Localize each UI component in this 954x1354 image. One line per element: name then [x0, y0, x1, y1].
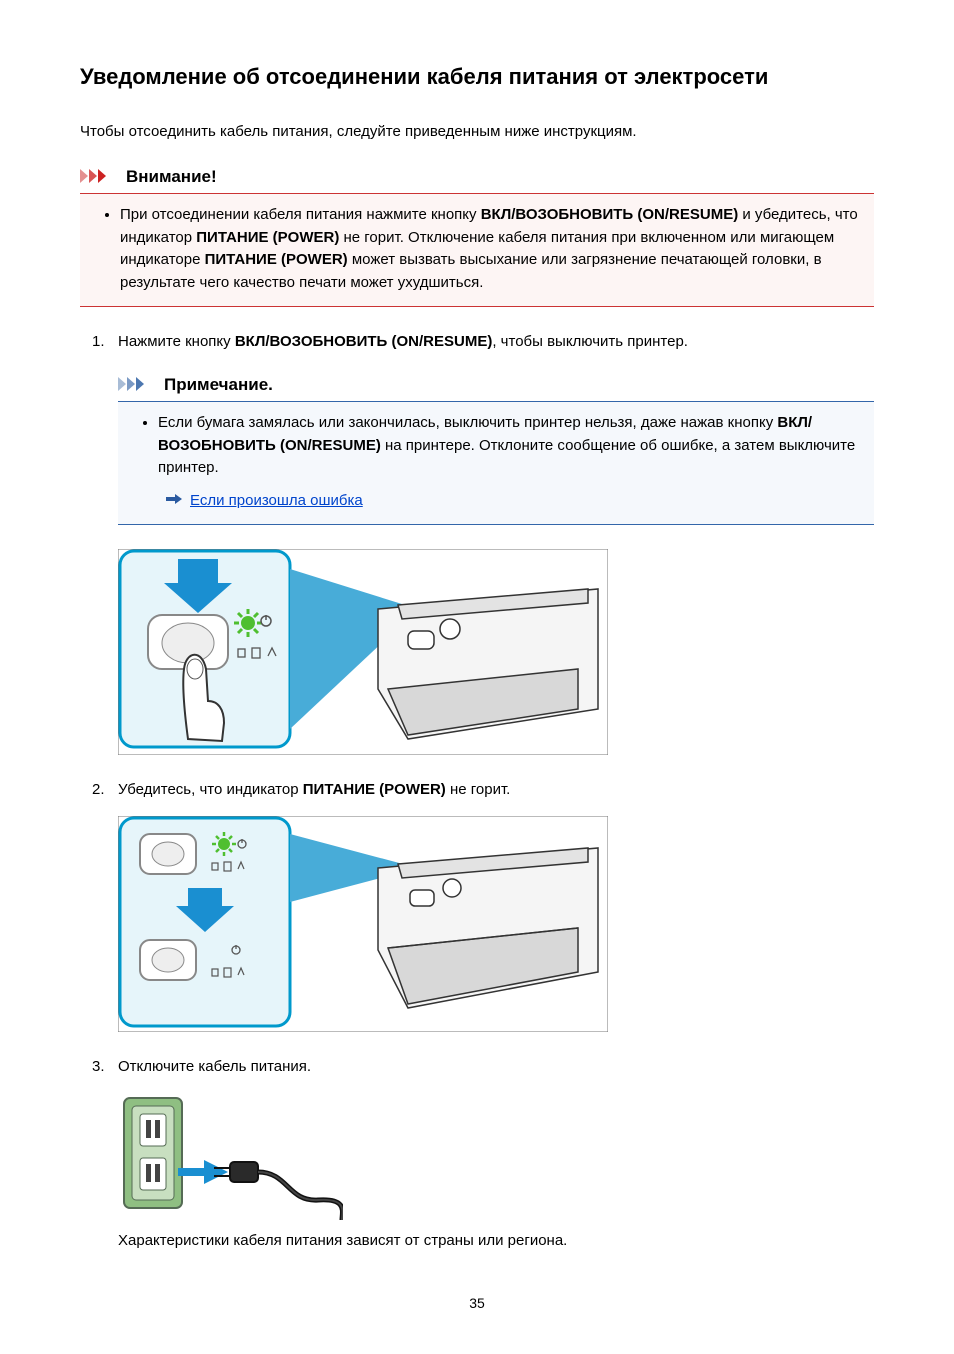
error-link-row: Если произошла ошибка [166, 490, 862, 513]
steps-list: Нажмите кнопку ВКЛ/ВОЗОБНОВИТЬ (ON/RESUM… [80, 331, 874, 1253]
step-2-text: Убедитесь, что индикатор ПИТАНИЕ (POWER)… [118, 779, 874, 802]
figure-2 [118, 816, 874, 1032]
intro-text: Чтобы отсоединить кабель питания, следуй… [80, 121, 874, 144]
step-2: Убедитесь, что индикатор ПИТАНИЕ (POWER)… [80, 779, 874, 1032]
arrow-right-icon [166, 490, 182, 513]
note-callout: Примечание. Если бумага замялась или зак… [118, 372, 874, 526]
step-3: Отключите кабель питания. [80, 1056, 874, 1253]
step-3-text: Отключите кабель питания. [118, 1056, 874, 1079]
important-heading: Внимание! [126, 164, 217, 190]
figure-1 [118, 549, 874, 755]
step-1: Нажмите кнопку ВКЛ/ВОЗОБНОВИТЬ (ON/RESUM… [80, 331, 874, 755]
figure-3 [118, 1092, 874, 1222]
chevron-note-icon [118, 375, 158, 393]
note-item: Если бумага замялась или закончилась, вы… [158, 412, 862, 480]
page-number: 35 [80, 1293, 874, 1314]
step-1-text: Нажмите кнопку ВКЛ/ВОЗОБНОВИТЬ (ON/RESUM… [118, 331, 874, 354]
error-link[interactable]: Если произошла ошибка [190, 490, 363, 513]
page-title: Уведомление об отсоединении кабеля питан… [80, 60, 874, 93]
chevron-important-icon [80, 167, 120, 185]
note-heading: Примечание. [164, 372, 273, 398]
important-item: При отсоединении кабеля питания нажмите … [120, 204, 862, 294]
step-3-caption: Характеристики кабеля питания зависят от… [118, 1230, 874, 1253]
important-callout: Внимание! При отсоединении кабеля питани… [80, 164, 874, 308]
